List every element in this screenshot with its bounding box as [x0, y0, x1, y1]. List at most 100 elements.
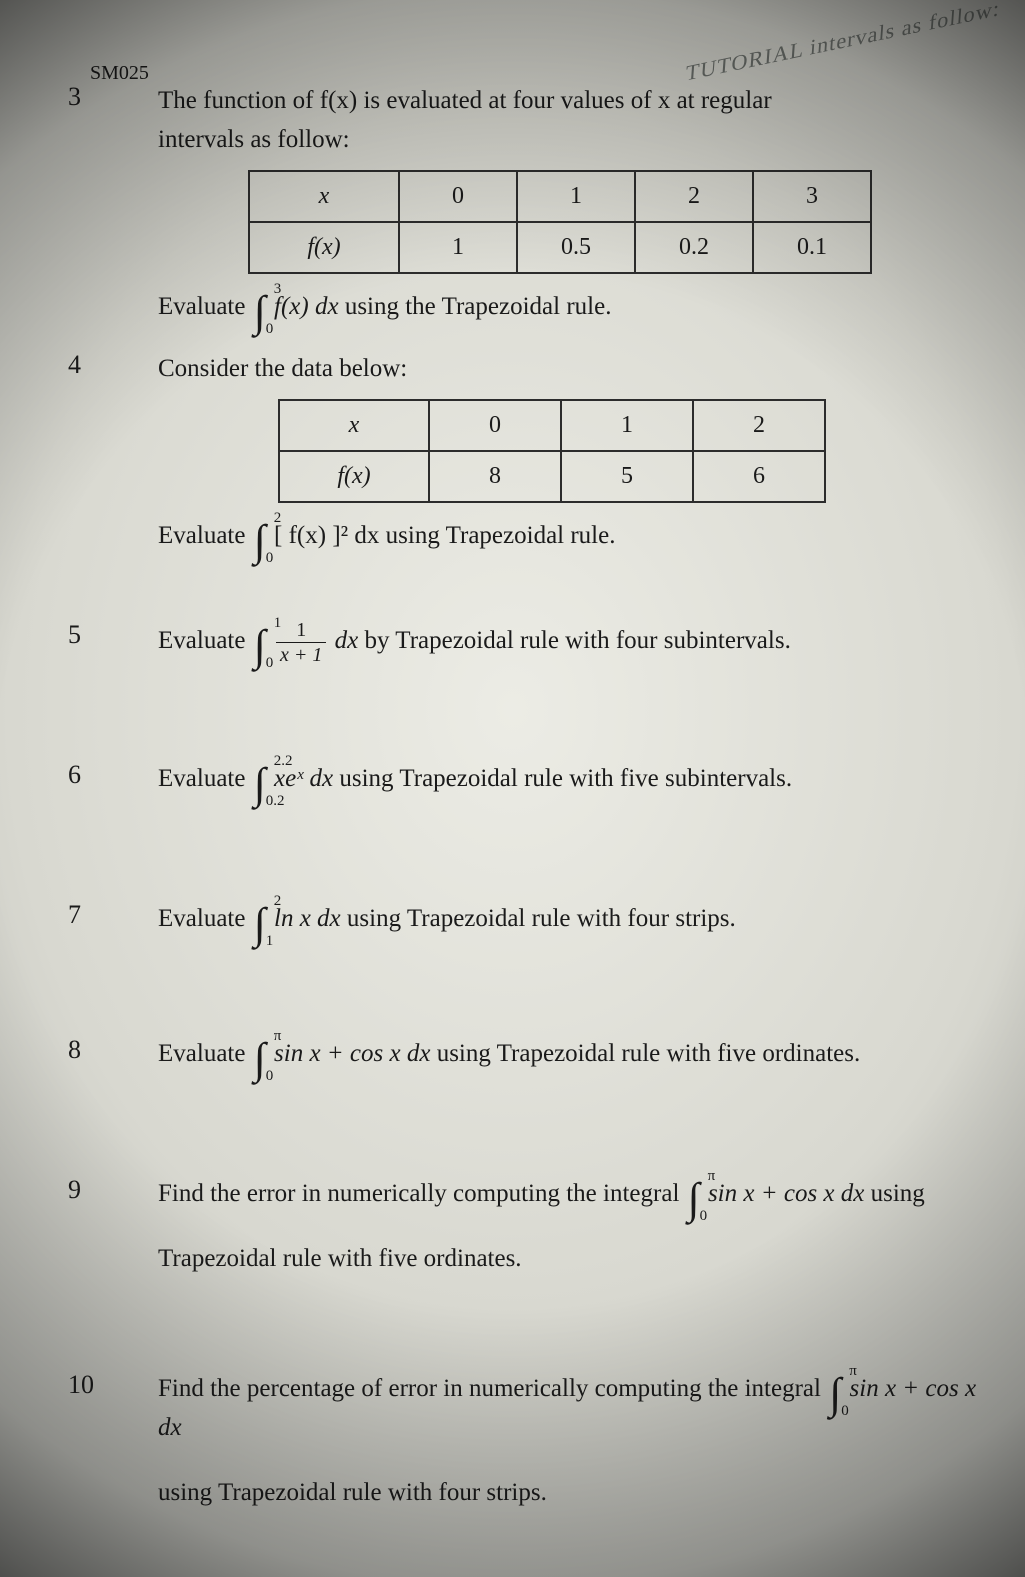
- text: Find the percentage of error in numerica…: [158, 1375, 821, 1402]
- question-4: 4 Consider the data below: x 0 1 2 f(x) …: [68, 350, 995, 560]
- text: Find the error in numerically computing …: [158, 1180, 679, 1207]
- table-row: f(x) 1 0.5 0.2 0.1: [249, 222, 871, 273]
- integral-symbol: 1 ∫ 0: [254, 624, 266, 661]
- cell-text: f(x): [337, 463, 370, 489]
- table-cell: 0: [429, 400, 561, 451]
- integral-lower: 0.2: [266, 794, 285, 809]
- table-row: f(x) 8 5 6: [279, 451, 825, 502]
- integral-symbol: 2 ∫ 0: [254, 519, 266, 556]
- integrand: f(x) dx: [274, 293, 339, 320]
- question-body: The function of f(x) is evaluated at fou…: [158, 82, 995, 327]
- line-1: Find the error in numerically computing …: [158, 1175, 995, 1214]
- question-intro: The function of f(x) is evaluated at fou…: [158, 82, 775, 160]
- page-header-right: TUTORIAL intervals as follow:: [685, 0, 1001, 87]
- cell-text: x: [319, 183, 330, 209]
- fraction: 1 x + 1: [276, 620, 326, 665]
- evaluate-word: Evaluate: [158, 765, 245, 792]
- question-7: 7 Evaluate 2 ∫ 1 ln x dx using Trapezoid…: [68, 900, 995, 943]
- data-table-q4: x 0 1 2 f(x) 8 5 6: [278, 399, 826, 503]
- table-cell: 8: [429, 451, 561, 502]
- question-body: Find the percentage of error in numerica…: [158, 1370, 995, 1512]
- table-cell: 1: [399, 222, 517, 273]
- table-cell: 1: [517, 171, 635, 222]
- integral-upper: π: [274, 1029, 282, 1044]
- question-5: 5 Evaluate 1 ∫ 0 1 x + 1 dx by Trapezoid…: [68, 620, 995, 669]
- question-number: 6: [68, 760, 110, 790]
- integrand: ln x dx: [274, 905, 341, 932]
- line-1: Find the percentage of error in numerica…: [158, 1370, 995, 1448]
- question-body: Consider the data below: x 0 1 2 f(x) 8 …: [158, 350, 995, 556]
- integral-symbol: π ∫ 0: [829, 1372, 841, 1409]
- integrand: [ f(x) ]² dx: [274, 522, 379, 549]
- question-number: 7: [68, 900, 110, 930]
- question-number: 8: [68, 1035, 110, 1065]
- integral-symbol: π ∫ 0: [254, 1037, 266, 1074]
- question-body: Evaluate 2.2 ∫ 0.2 xeˣ dx using Trapezoi…: [158, 760, 995, 799]
- table-cell: 2: [635, 171, 753, 222]
- integral-lower: 0: [266, 551, 274, 566]
- table-cell: 0.2: [635, 222, 753, 273]
- question-intro: Consider the data below:: [158, 350, 995, 389]
- question-number: 10: [68, 1370, 110, 1400]
- evaluate-suffix: using Trapezoidal rule with five ordinat…: [437, 1040, 861, 1067]
- integral-symbol: 2 ∫ 1: [254, 902, 266, 939]
- text: using: [871, 1180, 925, 1207]
- data-table-q3: x 0 1 2 3 f(x) 1 0.5 0.2 0.1: [248, 170, 872, 274]
- evaluate-word: Evaluate: [158, 905, 245, 932]
- question-10: 10 Find the percentage of error in numer…: [68, 1370, 995, 1516]
- row-header: f(x): [279, 451, 429, 502]
- question-number: 4: [68, 350, 110, 380]
- integral-upper: 2: [274, 511, 282, 526]
- integral-symbol: π ∫ 0: [688, 1177, 700, 1214]
- evaluate-word: Evaluate: [158, 293, 245, 320]
- integral-lower: 0: [266, 322, 274, 337]
- dx: dx: [335, 627, 359, 654]
- integral-upper: 2: [274, 894, 282, 909]
- table-cell: 3: [753, 171, 871, 222]
- question-number: 9: [68, 1175, 110, 1205]
- row-header: x: [249, 171, 399, 222]
- question-6: 6 Evaluate 2.2 ∫ 0.2 xeˣ dx using Trapez…: [68, 760, 995, 803]
- question-number: 3: [68, 82, 110, 112]
- integrand: xeˣ dx: [274, 765, 333, 792]
- evaluate-suffix: using Trapezoidal rule with five subinte…: [339, 765, 792, 792]
- fraction-numerator: 1: [276, 620, 326, 643]
- integral-upper: 3: [274, 282, 282, 297]
- integral-lower: 0: [700, 1209, 708, 1224]
- integral-lower: 1: [266, 934, 274, 949]
- page: SM025 TUTORIAL intervals as follow: 3 Th…: [0, 0, 1025, 1577]
- integral-upper: π: [708, 1169, 716, 1184]
- question-3: 3 The function of f(x) is evaluated at f…: [68, 82, 995, 331]
- table-cell: 5: [561, 451, 693, 502]
- table-row: x 0 1 2 3: [249, 171, 871, 222]
- question-8: 8 Evaluate π ∫ 0 sin x + cos x dx using …: [68, 1035, 995, 1078]
- table-cell: 0.1: [753, 222, 871, 273]
- table-cell: 0.5: [517, 222, 635, 273]
- evaluate-line: Evaluate 2 ∫ 1 ln x dx using Trapezoidal…: [158, 900, 995, 939]
- integral-upper: 2.2: [274, 754, 293, 769]
- cell-text: x: [349, 412, 360, 438]
- evaluate-suffix: using Trapezoidal rule.: [386, 522, 616, 549]
- evaluate-word: Evaluate: [158, 522, 245, 549]
- evaluate-line: Evaluate π ∫ 0 sin x + cos x dx using Tr…: [158, 1035, 995, 1074]
- question-body: Evaluate 1 ∫ 0 1 x + 1 dx by Trapezoidal…: [158, 620, 995, 665]
- evaluate-line: Evaluate 1 ∫ 0 1 x + 1 dx by Trapezoidal…: [158, 620, 995, 665]
- integral-upper: 1: [274, 616, 282, 631]
- table-cell: 1: [561, 400, 693, 451]
- evaluate-line: Evaluate 2.2 ∫ 0.2 xeˣ dx using Trapezoi…: [158, 760, 995, 799]
- integral-lower: 0: [266, 1069, 274, 1084]
- integral-upper: π: [849, 1364, 857, 1379]
- row-header: x: [279, 400, 429, 451]
- evaluate-word: Evaluate: [158, 1040, 245, 1067]
- evaluate-line: Evaluate 2 ∫ 0 [ f(x) ]² dx using Trapez…: [158, 517, 995, 556]
- table-cell: 0: [399, 171, 517, 222]
- integrand: sin x + cos x dx: [708, 1180, 864, 1207]
- integral-symbol: 2.2 ∫ 0.2: [254, 762, 266, 799]
- evaluate-suffix: by Trapezoidal rule with four subinterva…: [365, 627, 791, 654]
- table-cell: 6: [693, 451, 825, 502]
- line-2: Trapezoidal rule with five ordinates.: [158, 1240, 995, 1279]
- cell-text: f(x): [307, 234, 340, 260]
- question-9: 9 Find the error in numerically computin…: [68, 1175, 995, 1283]
- integrand: sin x + cos x dx: [274, 1040, 430, 1067]
- evaluate-word: Evaluate: [158, 627, 245, 654]
